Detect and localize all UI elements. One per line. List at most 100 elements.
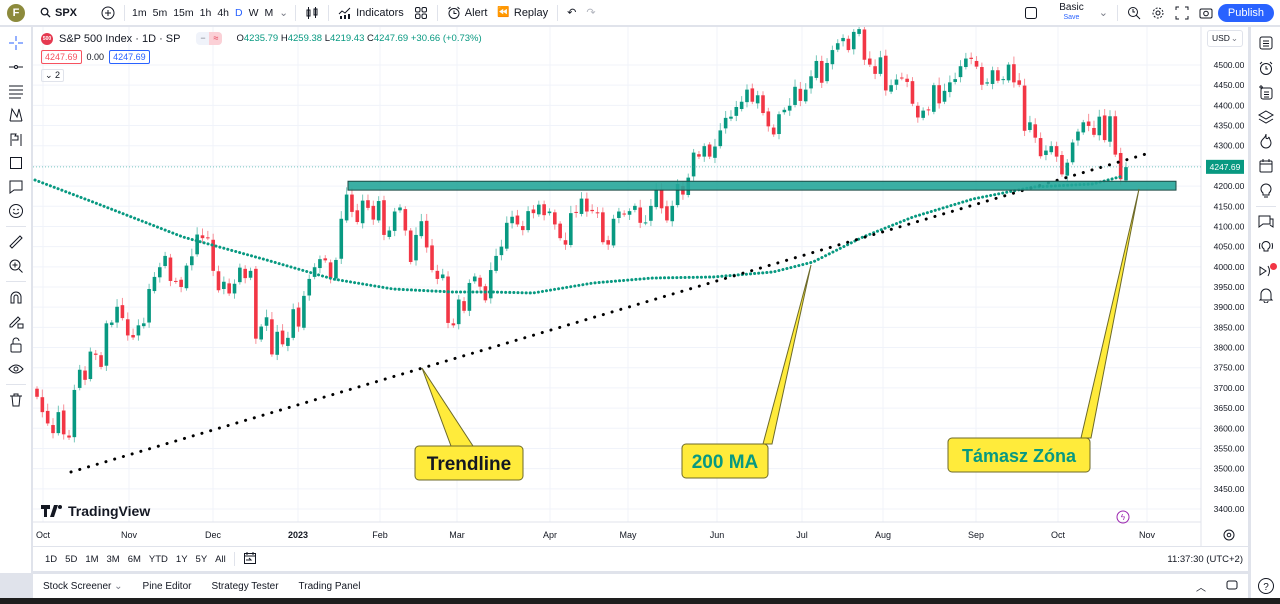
- watchlist-button[interactable]: [1251, 31, 1280, 56]
- sell-price-button[interactable]: 4247.69: [41, 50, 82, 64]
- geometric-shapes-tool[interactable]: [0, 151, 31, 175]
- measure-tool[interactable]: [0, 230, 31, 254]
- currency-select[interactable]: USD ⌄: [1207, 30, 1243, 47]
- moving-average-200[interactable]: [33, 174, 1125, 295]
- series-title[interactable]: S&P 500 Index · 1D · SP: [59, 32, 181, 45]
- support-zone-rectangle[interactable]: [347, 180, 1177, 191]
- indicators-collapse-button[interactable]: ⌄ 2: [41, 69, 65, 82]
- lightning-event-icon[interactable]: [1116, 510, 1130, 524]
- timezone-clock[interactable]: 11:37:30 (UTC+2): [1167, 553, 1243, 565]
- price-chart[interactable]: 3400.00 3450.00 3500.00 3550.00 3600.00 3650.…: [33, 27, 1248, 546]
- candle-body: [921, 110, 925, 118]
- tradingview-watermark: TradingView: [41, 503, 150, 519]
- interval-1m[interactable]: 1m: [132, 6, 147, 19]
- range-all[interactable]: All: [215, 553, 226, 565]
- candle-body: [579, 198, 584, 214]
- layout-toggle-button[interactable]: [1019, 0, 1043, 25]
- indicators-button[interactable]: Indicators: [333, 0, 409, 25]
- x-tick-label: Jun: [710, 530, 725, 540]
- candle-body: [659, 189, 664, 209]
- go-to-date-button[interactable]: [239, 551, 261, 568]
- alert-button[interactable]: Alert: [442, 0, 493, 25]
- help-button[interactable]: ?: [1251, 574, 1280, 599]
- callout-box[interactable]: [414, 445, 524, 481]
- range-3m[interactable]: 3M: [106, 553, 120, 565]
- icon-tool[interactable]: [0, 199, 31, 223]
- user-avatar[interactable]: F: [7, 3, 25, 22]
- interval-15m[interactable]: 15m: [173, 6, 194, 19]
- interval-4h[interactable]: 4h: [217, 6, 230, 19]
- fullscreen-button[interactable]: [1170, 0, 1194, 25]
- quick-search-button[interactable]: [1122, 0, 1146, 25]
- chart-type-button[interactable]: [300, 0, 324, 25]
- buy-price-button[interactable]: 4247.69: [109, 50, 150, 64]
- settings-button[interactable]: [1146, 0, 1170, 25]
- magnet-tool[interactable]: [0, 285, 31, 309]
- legend-toggle[interactable]: − ≈: [196, 32, 223, 45]
- range-6m[interactable]: 6M: [127, 553, 141, 565]
- candle-body: [707, 144, 712, 157]
- range-1y[interactable]: 1Y: [175, 553, 188, 565]
- undo-button[interactable]: ↶: [562, 0, 581, 25]
- trendline-tool[interactable]: [0, 55, 31, 79]
- layers-button[interactable]: [1251, 105, 1280, 130]
- alerts-button[interactable]: [1251, 56, 1280, 81]
- prediction-tool[interactable]: [0, 127, 31, 151]
- candle-body: [595, 212, 600, 214]
- fib-tool[interactable]: [0, 79, 31, 103]
- interval-5m[interactable]: 5m: [152, 6, 168, 19]
- interval-d[interactable]: D: [235, 6, 243, 19]
- expand-panel-button[interactable]: ︿: [1186, 579, 1216, 594]
- stay-in-drawing-mode-tool[interactable]: [0, 309, 31, 333]
- candle-body: [1028, 122, 1032, 130]
- callout-box[interactable]: [947, 437, 1091, 473]
- crosshair-tool[interactable]: [0, 31, 31, 55]
- snapshot-button[interactable]: [1194, 0, 1218, 25]
- data-window-button[interactable]: [1251, 80, 1280, 105]
- lock-drawings-tool[interactable]: [0, 333, 31, 357]
- chevron-down-icon[interactable]: ⌄: [279, 6, 289, 19]
- templates-button[interactable]: [409, 0, 433, 25]
- layout-menu-chevron[interactable]: ⌄: [1094, 0, 1113, 25]
- trendline[interactable]: [69, 152, 1148, 474]
- candle-body: [318, 259, 322, 269]
- annotation-tool[interactable]: [0, 175, 31, 199]
- interval-1h[interactable]: 1h: [199, 6, 212, 19]
- range-ytd[interactable]: YTD: [148, 553, 168, 565]
- pattern-tool[interactable]: [0, 103, 31, 127]
- candle-body: [932, 85, 936, 112]
- range-1d[interactable]: 1D: [45, 553, 58, 565]
- candle-body: [611, 218, 616, 246]
- range-5d[interactable]: 5D: [65, 553, 78, 565]
- interval-w[interactable]: W: [248, 6, 259, 19]
- tab-trading-panel[interactable]: Trading Panel: [298, 580, 361, 592]
- axis-settings-icon[interactable]: [1223, 529, 1235, 541]
- replay-button[interactable]: ⏪ Replay: [492, 0, 553, 25]
- notifications-feed-button[interactable]: [1251, 259, 1280, 284]
- calendar-button[interactable]: [1251, 154, 1280, 179]
- layout-name-button[interactable]: Basic Save: [1059, 2, 1083, 23]
- callout-box[interactable]: [681, 443, 769, 479]
- hide-drawings-tool[interactable]: [0, 357, 31, 381]
- symbol-search[interactable]: SPX: [35, 0, 82, 25]
- hotlists-button[interactable]: [1251, 129, 1280, 154]
- candle-body: [211, 239, 215, 271]
- x-tick-label: Apr: [543, 530, 557, 540]
- streams-button[interactable]: [1251, 234, 1280, 259]
- tab-strategy-tester[interactable]: Strategy Tester: [211, 580, 279, 592]
- y-tick-label: 4400.00: [1214, 100, 1245, 110]
- ideas-button[interactable]: [1251, 178, 1280, 203]
- range-5y[interactable]: 5Y: [195, 553, 208, 565]
- notifications-button[interactable]: [1251, 283, 1280, 308]
- maximize-panel-button[interactable]: [1216, 579, 1248, 594]
- tab-pine-editor[interactable]: Pine Editor: [142, 580, 192, 592]
- chart-pane[interactable]: 3400.00 3450.00 3500.00 3550.00 3600.00 3650.…: [33, 27, 1248, 546]
- compare-symbol-button[interactable]: [96, 0, 120, 25]
- range-1m[interactable]: 1M: [85, 553, 99, 565]
- remove-drawings-tool[interactable]: [0, 388, 31, 412]
- tab-stock-screener[interactable]: Stock Screener ⌄: [33, 581, 133, 592]
- publish-button[interactable]: Publish: [1217, 3, 1274, 22]
- zoom-in-tool[interactable]: [0, 254, 31, 278]
- chats-button[interactable]: [1251, 210, 1280, 235]
- interval-m[interactable]: M: [264, 6, 274, 19]
